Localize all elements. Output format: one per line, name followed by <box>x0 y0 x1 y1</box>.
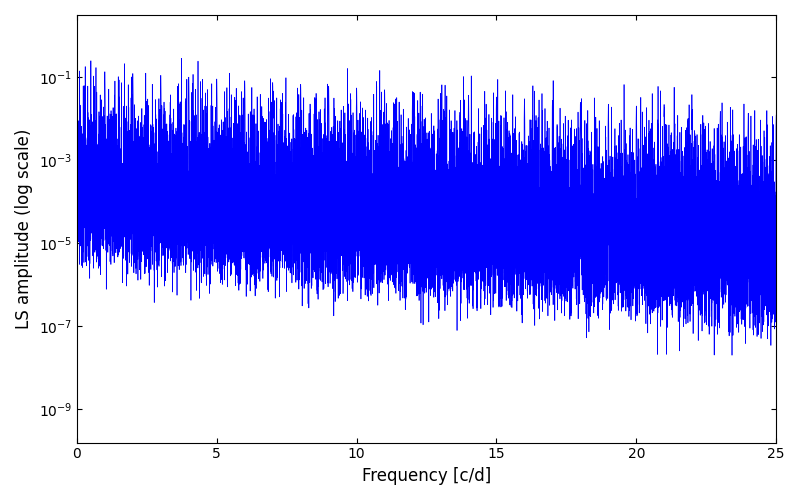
X-axis label: Frequency [c/d]: Frequency [c/d] <box>362 467 491 485</box>
Y-axis label: LS amplitude (log scale): LS amplitude (log scale) <box>15 128 33 329</box>
